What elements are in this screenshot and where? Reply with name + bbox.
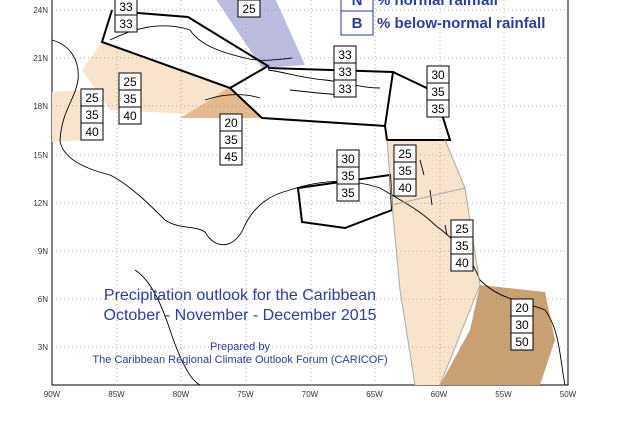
value-label: 35: [85, 108, 99, 122]
lon-label: 60W: [431, 390, 448, 399]
lon-label: 50W: [560, 390, 577, 399]
value-label: 25: [85, 91, 99, 105]
forum-name: The Caribbean Regional Climate Outlook F…: [92, 354, 387, 366]
value-label: 40: [398, 181, 412, 195]
value-label: 25: [123, 75, 137, 89]
value-label: 45: [224, 150, 238, 164]
lat-label: 9N: [38, 247, 48, 256]
value-label: 35: [224, 133, 238, 147]
region-light: [52, 90, 85, 142]
value-label: 40: [455, 256, 469, 270]
lat-label: 3N: [38, 343, 48, 352]
legend-key: B: [352, 15, 363, 32]
grid: [52, 0, 568, 385]
value-label: 33: [338, 48, 352, 62]
value-cell: [80, 122, 104, 141]
value-label: 40: [123, 109, 137, 123]
value-label: 25: [242, 2, 256, 16]
value-label: 25: [398, 147, 412, 161]
value-label: 25: [455, 222, 469, 236]
legend-label: % normal rainfall: [377, 0, 498, 9]
lat-label: 24N: [33, 6, 48, 15]
lon-label: 65W: [366, 390, 383, 399]
value-label: 35: [398, 164, 412, 178]
value-cell: [118, 106, 142, 125]
prepared-by: Prepared by: [210, 341, 270, 353]
value-cell: [510, 332, 534, 351]
value-label: 40: [85, 125, 99, 139]
value-label: 35: [123, 92, 137, 106]
value-cell: [336, 183, 360, 202]
value-label: 33: [338, 82, 352, 96]
lat-label: 18N: [33, 102, 48, 111]
lon-label: 80W: [173, 390, 190, 399]
lon-label: 85W: [108, 390, 125, 399]
map-title: Precipitation outlook for the Caribbean: [104, 287, 376, 304]
value-cell: [450, 253, 474, 272]
value-label: 35: [431, 85, 445, 99]
value-cell: [219, 147, 243, 166]
value-label: 20: [515, 301, 529, 315]
value-cell: [333, 79, 357, 98]
lon-label: 75W: [237, 390, 254, 399]
lat-label: 6N: [38, 295, 48, 304]
value-label: 35: [341, 186, 355, 200]
value-label: 30: [431, 68, 445, 82]
lat-label: 15N: [33, 151, 48, 160]
region-tan: [180, 88, 262, 118]
value-label: 33: [119, 0, 133, 14]
value-label: 30: [515, 318, 529, 332]
value-label: 35: [341, 169, 355, 183]
value-label: 35: [455, 239, 469, 253]
value-label: 20: [224, 116, 238, 130]
coastline: [51, 25, 566, 386]
lon-label: 70W: [302, 390, 319, 399]
value-label: 30: [341, 152, 355, 166]
legend-label: % below-normal rainfall: [377, 15, 545, 32]
lon-label: 55W: [495, 390, 512, 399]
value-label: 33: [338, 65, 352, 79]
value-cell: [114, 14, 138, 33]
value-cell: [237, 0, 261, 18]
lat-label: 12N: [33, 199, 48, 208]
value-label: 35: [431, 102, 445, 116]
value-cell: [426, 99, 450, 118]
map-subtitle: October - November - December 2015: [104, 307, 377, 324]
value-cell: [393, 178, 417, 197]
legend-key-box: [340, 10, 374, 36]
value-label: 33: [119, 17, 133, 31]
lat-label: 21N: [33, 54, 48, 63]
value-label: 50: [515, 335, 529, 349]
lon-label: 90W: [44, 390, 61, 399]
legend-key: N: [352, 0, 363, 9]
